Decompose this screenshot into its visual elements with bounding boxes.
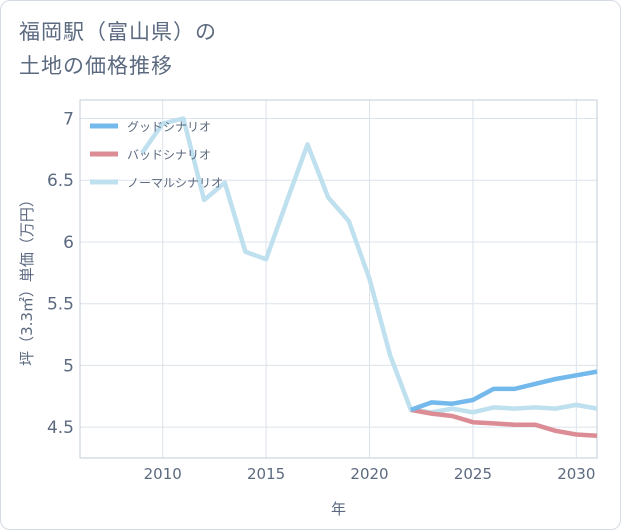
legend-item-2[interactable]: ノーマルシナリオ xyxy=(90,176,223,190)
series-line-1 xyxy=(410,407,598,439)
plot-area-border xyxy=(79,99,598,459)
x-axis-label: 年 xyxy=(331,500,346,518)
y-tick-label: 4.5 xyxy=(47,418,74,438)
x-tick-label: 2015 xyxy=(247,465,285,483)
x-tick-label: 2030 xyxy=(557,465,595,483)
x-tick-label: 2025 xyxy=(454,465,492,483)
series-line-0 xyxy=(410,369,598,413)
legend-label: ノーマルシナリオ xyxy=(127,176,223,190)
y-tick-label: 5 xyxy=(63,356,74,376)
legend-item-0[interactable]: グッドシナリオ xyxy=(90,120,211,134)
y-axis-label: 坪（3.3㎡）単価（万円） xyxy=(18,192,36,366)
chart-title-line-2: 土地の価格推移 xyxy=(19,54,173,78)
chart-title: 福岡駅（富山県）の 土地の価格推移 xyxy=(19,15,419,83)
series-layer xyxy=(140,116,598,439)
y-tick-label: 7 xyxy=(63,110,74,130)
legend-item-1[interactable]: バッドシナリオ xyxy=(90,148,211,162)
legend-label: グッドシナリオ xyxy=(127,120,211,134)
chart-title-line-1: 福岡駅（富山県）の xyxy=(19,20,217,44)
series-line-2 xyxy=(140,116,598,415)
y-axis-ticks: 4.5 5 5.5 6 6.5 7 xyxy=(47,110,74,439)
x-tick-label: 2020 xyxy=(350,465,388,483)
y-tick-label: 6 xyxy=(63,233,74,253)
y-tick-label: 6.5 xyxy=(47,171,74,191)
x-axis-ticks: 2010 2015 2020 2025 2030 xyxy=(144,465,596,483)
legend-label: バッドシナリオ xyxy=(127,148,211,162)
x-tick-label: 2010 xyxy=(144,465,182,483)
y-tick-label: 5.5 xyxy=(47,295,74,315)
